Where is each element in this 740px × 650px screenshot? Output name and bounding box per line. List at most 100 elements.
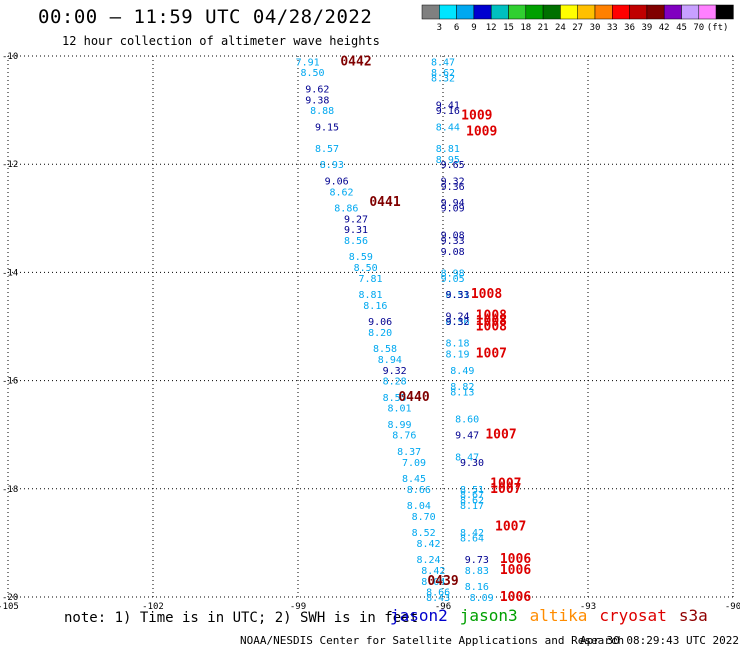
wave-height-point: 9.38 <box>305 95 329 106</box>
wave-height-point: 8.67 <box>460 490 484 501</box>
wave-height-point: 7.81 <box>358 274 382 285</box>
footer-note: note: 1) Time is in UTC; 2) SWH is in fe… <box>64 610 419 626</box>
y-tick-label: -20 <box>2 593 18 603</box>
wave-height-point: 8.16 <box>363 301 387 312</box>
wave-height-point: 8.82 <box>450 382 474 393</box>
scale-label: 70 <box>693 23 704 33</box>
wave-height-point: 8.51 <box>445 290 469 301</box>
scale-unit: (ft) <box>707 23 729 33</box>
wave-height-point: 8.28 <box>383 377 407 388</box>
wave-height-point: 8.04 <box>407 501 431 512</box>
satellite-legend-item: jason3 <box>459 606 518 625</box>
pass-time-label: 0441 <box>369 195 400 210</box>
satellite-legend: jason2 jason3 altika cryosat s3a <box>390 606 720 625</box>
wave-height-point: 8.99 <box>387 420 411 431</box>
wave-height-point: 8.19 <box>445 350 469 361</box>
wave-height-point: 8.64 <box>460 533 484 544</box>
satellite-legend-item: jason2 <box>390 606 448 625</box>
chart-subtitle: 12 hour collection of altimeter wave hei… <box>62 34 380 48</box>
pass-time-label: 1008 <box>476 314 507 329</box>
pass-time-label: 1007 <box>490 482 521 497</box>
wave-height-point: 9.05 <box>441 274 465 285</box>
scale-label: 9 <box>471 23 476 33</box>
wave-height-point: 8.66 <box>407 485 431 496</box>
wave-height-point: 8.50 <box>300 68 324 79</box>
wave-height-point: 8.52 <box>412 528 436 539</box>
wave-height-point: 9.41 <box>436 101 460 112</box>
wave-height-point: 8.45 <box>402 474 426 485</box>
wave-height-point: 8.50 <box>354 263 378 274</box>
scale-label: 42 <box>659 23 670 33</box>
wave-height-point: 8.56 <box>344 236 368 247</box>
wave-height-point: 9.62 <box>305 84 329 95</box>
pass-time-label: 1008 <box>471 287 502 302</box>
y-tick-label: -10 <box>2 52 18 62</box>
wave-height-point: 8.47 <box>431 57 455 68</box>
wave-height-point: 9.33 <box>441 236 465 247</box>
x-tick-label: -105 <box>0 602 19 612</box>
wave-height-point: 9.08 <box>441 231 465 242</box>
wave-height-point: 8.17 <box>460 501 484 512</box>
x-tick-label: -102 <box>142 602 164 612</box>
pass-time-label: 1006 <box>500 563 531 578</box>
wave-height-point: 9.32 <box>441 176 465 187</box>
credit-text: NOAA/NESDIS Center for Satellite Applica… <box>240 634 625 647</box>
wave-height-point: 8.60 <box>455 414 479 425</box>
wave-height-point: 8.49 <box>450 366 474 377</box>
y-tick-label: -14 <box>2 268 18 278</box>
pass-time-label: 1006 <box>500 552 531 567</box>
wave-height-point: 9.16 <box>436 106 460 117</box>
wave-height-point: 8.95 <box>436 155 460 166</box>
wave-height-point: 9.31 <box>344 225 368 236</box>
x-tick-label: -93 <box>580 602 596 612</box>
pass-time-label: 1006 <box>500 590 531 605</box>
pass-time-label: 1009 <box>461 109 492 124</box>
scale-label: 6 <box>454 23 459 33</box>
wave-height-point: 9.94 <box>441 198 465 209</box>
wave-height-point: 8.57 <box>315 144 339 155</box>
color-scale-legend: 3 6 9 12 15 18 21 24 27 30 33 36 39 42 45 70 (ft) <box>421 4 734 33</box>
wave-height-point: 8.81 <box>358 290 382 301</box>
wave-height-point: 8.20 <box>368 328 392 339</box>
wave-height-point: 8.04 <box>421 577 445 588</box>
x-tick-label: -90 <box>725 602 740 612</box>
wave-height-point: 9.73 <box>465 555 489 566</box>
wave-height-point: 8.44 <box>436 122 460 133</box>
scale-label: 24 <box>555 23 566 33</box>
wave-height-point: 8.88 <box>310 106 334 117</box>
wave-height-point: 8.42 <box>460 528 484 539</box>
wave-height-point: 8.18 <box>445 339 469 350</box>
pass-time-label: 1008 <box>476 320 507 335</box>
y-tick-label: -18 <box>2 485 18 495</box>
wave-height-point: 9.24 <box>445 312 469 323</box>
wave-height-point: 8.13 <box>450 387 474 398</box>
wave-height-point: 9.65 <box>441 160 465 171</box>
pass-time-label: 0442 <box>340 54 371 69</box>
wave-height-point: 8.94 <box>378 355 402 366</box>
wave-height-point: 9.06 <box>325 176 349 187</box>
pass-time-label: 1008 <box>476 309 507 324</box>
wave-height-point: 8.16 <box>465 582 489 593</box>
scale-label: 12 <box>486 23 497 33</box>
chart-title: 00:00 – 11:59 UTC 04/28/2022 <box>38 6 373 28</box>
wave-height-point: 8.58 <box>373 344 397 355</box>
wave-height-point: 8.42 <box>416 539 440 550</box>
wave-height-point: 9.08 <box>441 247 465 258</box>
wave-height-point: 8.32 <box>431 74 455 85</box>
pass-time-label: 1007 <box>490 476 521 491</box>
generation-timestamp: Apr 30 08:29:43 UTC 2022 <box>580 634 739 647</box>
pass-time-label: 1007 <box>485 428 516 443</box>
pass-time-label: 1009 <box>466 125 497 140</box>
wave-height-point: 8.59 <box>349 252 373 263</box>
pass-time-label: 0440 <box>398 390 429 405</box>
wave-height-point: 9.47 <box>455 431 479 442</box>
wave-height-point: 8.70 <box>412 512 436 523</box>
wave-height-point: 8.66 <box>426 588 450 599</box>
wave-height-point: 8.42 <box>421 566 445 577</box>
wave-height-point: 8.62 <box>431 68 455 79</box>
wave-height-point: 9.15 <box>315 122 339 133</box>
wave-height-point: 9.32 <box>445 317 469 328</box>
wave-height-point: 8.98 <box>441 268 465 279</box>
wave-height-point: 9.27 <box>344 214 368 225</box>
wave-height-point: 8.83 <box>465 566 489 577</box>
